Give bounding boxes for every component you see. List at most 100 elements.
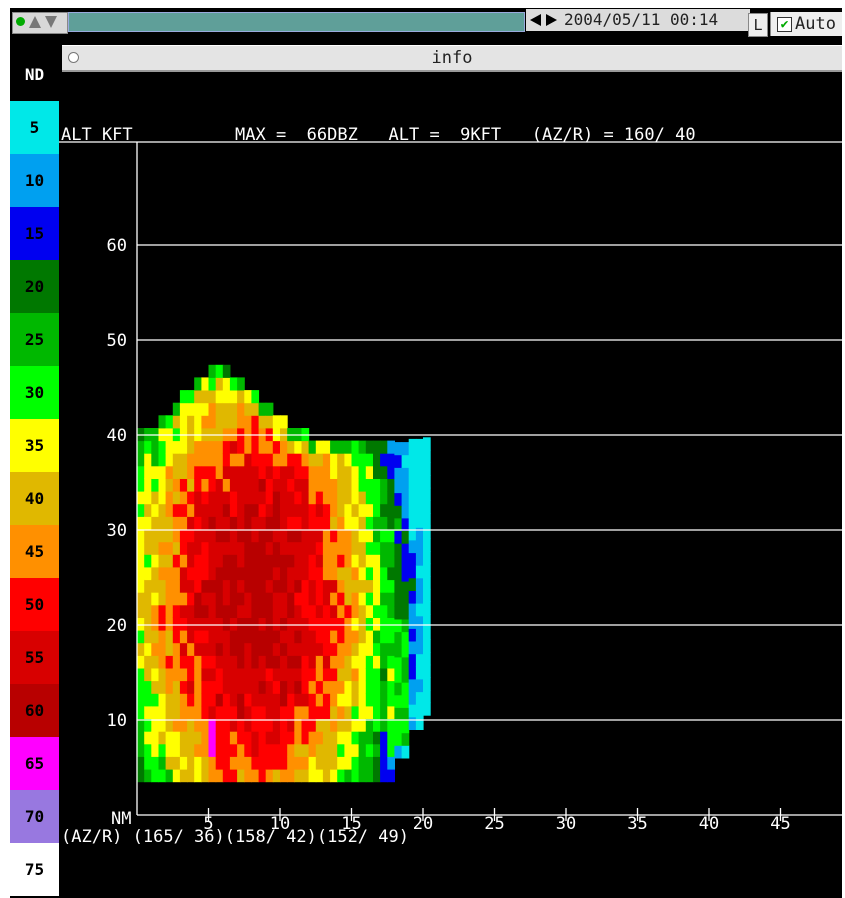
previous-frame-icon[interactable]: [530, 14, 541, 26]
reflectivity-cell: [237, 693, 245, 707]
info-radio-button[interactable]: [68, 52, 79, 63]
reflectivity-cell: [172, 529, 181, 543]
reflectivity-cell: [244, 642, 252, 656]
reflectivity-cell: [172, 604, 181, 618]
reflectivity-cell: [222, 529, 231, 543]
reflectivity-cell: [423, 601, 431, 615]
reflectivity-cell: [315, 642, 324, 656]
reflectivity-cell: [194, 655, 202, 669]
reflectivity-cell: [272, 478, 281, 492]
reflectivity-cell: [330, 718, 338, 732]
reflectivity-cell: [351, 743, 360, 757]
reflectivity-cell: [244, 630, 252, 644]
reflectivity-cell: [351, 668, 360, 682]
reflectivity-cell: [308, 491, 317, 505]
reflectivity-cell: [251, 604, 260, 618]
reflectivity-cell: [408, 577, 417, 591]
reflectivity-cell: [380, 655, 388, 669]
reflectivity-cell: [408, 653, 417, 667]
reflectivity-cell: [365, 642, 374, 656]
reflectivity-cell: [387, 516, 395, 530]
reflectivity-cell: [144, 491, 152, 505]
reflectivity-cell: [165, 731, 174, 745]
reflectivity-cell: [215, 440, 224, 454]
reflectivity-cell: [387, 680, 395, 694]
reflectivity-cell: [415, 552, 424, 566]
reflectivity-cell: [165, 516, 174, 530]
reflectivity-cell: [215, 402, 224, 416]
reflectivity-cell: [387, 693, 395, 707]
reflectivity-cell: [258, 642, 267, 656]
reflectivity-cell: [380, 630, 388, 644]
down-arrow-icon[interactable]: [45, 16, 57, 28]
reflectivity-cell: [315, 604, 324, 618]
reflectivity-cell: [308, 769, 317, 783]
reflectivity-cell: [258, 567, 267, 581]
reflectivity-cell: [294, 705, 302, 719]
reflectivity-cell: [208, 541, 217, 555]
reflectivity-cell: [401, 694, 410, 708]
reflectivity-cell: [151, 453, 159, 467]
next-frame-icon[interactable]: [546, 14, 557, 26]
reflectivity-cell: [294, 630, 302, 644]
reflectivity-cell: [308, 567, 317, 581]
reflectivity-cell: [301, 731, 310, 745]
reflectivity-cell: [423, 487, 431, 501]
reflectivity-cell: [408, 438, 417, 452]
reflectivity-cell: [280, 516, 288, 530]
reflectivity-cell: [408, 502, 417, 516]
reflectivity-cell: [344, 541, 353, 555]
reflectivity-cell: [287, 491, 295, 505]
reflectivity-cell: [415, 464, 424, 478]
reflectivity-cell: [187, 478, 195, 492]
reflectivity-cell: [351, 769, 360, 783]
time-slider[interactable]: [68, 12, 525, 32]
reflectivity-cell: [229, 718, 238, 732]
reflectivity-cell: [151, 567, 159, 581]
reflectivity-cell: [351, 440, 360, 454]
reflectivity-cell: [280, 592, 288, 606]
reflectivity-cell: [215, 680, 224, 694]
reflectivity-cell: [380, 743, 388, 757]
reflectivity-cell: [187, 402, 195, 416]
reflectivity-cell: [280, 579, 288, 593]
reflectivity-cell: [179, 617, 188, 631]
reflectivity-cell: [144, 630, 152, 644]
reflectivity-cell: [201, 705, 210, 719]
reflectivity-cell: [408, 514, 417, 528]
reflectivity-cell: [351, 592, 360, 606]
reflectivity-cell: [229, 541, 238, 555]
reflectivity-cell: [179, 642, 188, 656]
reflectivity-cell: [408, 679, 417, 693]
reflectivity-cell: [222, 453, 231, 467]
reflectivity-cell: [208, 377, 217, 391]
reflectivity-cell: [151, 743, 159, 757]
reflectivity-cell: [330, 642, 338, 656]
reflectivity-cell: [344, 630, 353, 644]
reflectivity-cell: [222, 364, 231, 378]
legend-level-75: 75: [10, 843, 59, 896]
reflectivity-cell: [244, 453, 252, 467]
reflectivity-cell: [330, 680, 338, 694]
reflectivity-cell: [201, 503, 210, 517]
l-button[interactable]: L: [748, 13, 768, 37]
legend-level-label: 10: [24, 171, 45, 190]
reflectivity-cell: [380, 579, 388, 593]
reflectivity-cell: [265, 541, 274, 555]
up-arrow-icon[interactable]: [29, 16, 41, 28]
reflectivity-cell: [380, 541, 388, 555]
reflectivity-cell: [144, 743, 152, 757]
reflectivity-cell: [144, 503, 152, 517]
reflectivity-cell: [208, 718, 217, 732]
reflectivity-cell: [194, 642, 202, 656]
reflectivity-cell: [215, 731, 224, 745]
reflectivity-cell: [244, 567, 252, 581]
reflectivity-cell: [165, 440, 174, 454]
reflectivity-cell: [415, 540, 424, 554]
auto-checkbox[interactable]: ✔: [777, 17, 792, 32]
auto-toggle[interactable]: ✔ Auto: [770, 12, 842, 36]
reflectivity-cell: [322, 604, 331, 618]
toolbar-icons[interactable]: [12, 12, 68, 34]
reflectivity-cell: [344, 756, 353, 770]
reflectivity-cell: [344, 693, 353, 707]
